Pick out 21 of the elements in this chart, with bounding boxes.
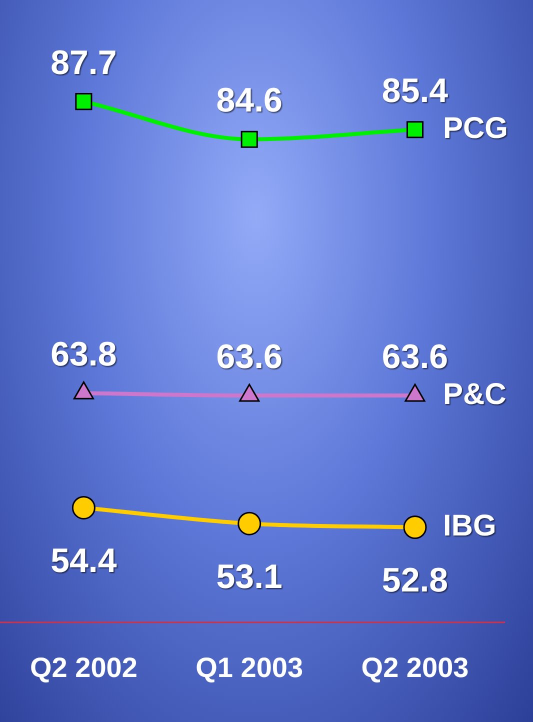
point: [403, 516, 427, 540]
data-label: 63.8: [50, 335, 117, 374]
data-label: 84.6: [216, 82, 282, 120]
data-label: 85.4: [382, 72, 448, 110]
point: [240, 130, 258, 148]
data-label: 54.4: [50, 542, 117, 580]
x-tick-label: Q2 2002: [30, 652, 138, 683]
data-label: 53.1: [216, 558, 282, 596]
x-tick-label: Q1 2003: [196, 652, 304, 683]
data-label: 63.6: [216, 338, 282, 376]
series-label: P&C: [443, 378, 506, 411]
point: [238, 512, 262, 536]
data-label: 63.6: [382, 338, 448, 376]
series-label: PCG: [443, 112, 508, 145]
point: [72, 496, 96, 520]
series-label: IBG: [443, 510, 496, 543]
data-label: 52.8: [382, 562, 448, 600]
point: [75, 93, 92, 110]
x-tick-label: Q2 2003: [361, 652, 469, 683]
point: [406, 121, 424, 138]
data-label: 87.7: [50, 44, 117, 82]
